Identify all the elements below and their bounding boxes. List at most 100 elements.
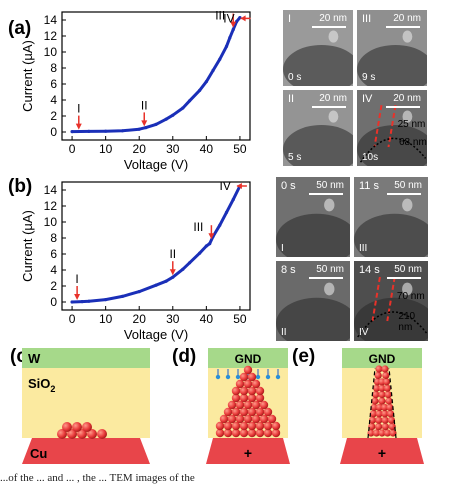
particle (82, 422, 92, 432)
chart-b-data-point (164, 279, 168, 283)
particle (372, 429, 381, 437)
tem-b-tile: 14 s 50 nm IV 70 nm 210 nm (354, 261, 428, 341)
chart-b-xtick-label: 50 (233, 312, 247, 326)
particle (375, 423, 383, 431)
particle (231, 421, 241, 431)
particle (67, 429, 77, 439)
chart-a-annotation-label: III (215, 9, 225, 23)
particle (57, 429, 67, 439)
tem-b-label-tl: 0 s (281, 180, 296, 192)
chart-a-data-point (228, 36, 232, 40)
tem-a-scale-label: 20 nm (393, 13, 421, 24)
particle (369, 416, 377, 424)
particle (231, 393, 241, 403)
tem-b-label-bl: IV (359, 327, 369, 338)
particle (247, 407, 257, 417)
tem-a-texture (357, 105, 427, 166)
particle (381, 365, 389, 373)
particle (239, 386, 249, 396)
chart-a-data-point (164, 117, 168, 121)
chart-a-annotation-arrowhead (230, 21, 237, 28)
particle (373, 384, 381, 392)
tem-a-scale-bar (312, 106, 346, 108)
tem-b-measure-2: 210 nm (398, 310, 416, 333)
tem-b-label-tl: 8 s (281, 264, 296, 276)
chart-a-series-line (72, 16, 242, 134)
tem-b-particle-blob (402, 198, 413, 212)
tem-b-scale-label: 50 nm (394, 180, 422, 191)
particle (387, 410, 395, 418)
particles-c (57, 422, 107, 439)
particle (215, 421, 225, 431)
chart-b-xtick-label: 10 (99, 312, 113, 326)
particle (72, 422, 82, 432)
electron (225, 374, 231, 380)
particle (239, 407, 249, 417)
particle (251, 414, 261, 424)
tem-a-label-tl: I (288, 13, 292, 25)
particle (370, 403, 378, 411)
tem-b-tile: 8 s 50 nm II (276, 261, 350, 341)
particle (374, 371, 382, 379)
tem-b-dark-region (354, 297, 428, 341)
particle (223, 428, 233, 438)
particle (247, 393, 257, 403)
chart-a-ytick-label: 14 (44, 13, 58, 27)
chart-a-data-point (104, 129, 108, 133)
particle (368, 423, 376, 431)
schematic-panels: W SiO2 Cu GND + GND + (22, 348, 424, 464)
tem-a-label-tl: III (362, 13, 372, 25)
particle (255, 407, 265, 417)
particle (219, 414, 229, 424)
tem-b-scale-bar (309, 193, 343, 195)
tem-b-measure-1: 70 nm (396, 291, 425, 303)
particle (227, 400, 237, 410)
particle (381, 416, 389, 424)
tem-b-tile: 11 s 50 nm III (354, 177, 428, 257)
tem-b-texture (276, 198, 350, 257)
chart-b-annotation-label: III (193, 220, 203, 234)
filament-outline-left (367, 367, 376, 439)
chart-a-annotation-label: IV (223, 11, 234, 25)
particle (263, 421, 273, 431)
particle (255, 421, 265, 431)
particle (382, 371, 390, 379)
particle (259, 400, 269, 410)
particle (372, 391, 380, 399)
chart-b-data-point (171, 275, 175, 279)
particle (386, 403, 394, 411)
tem-a-particle-blob (328, 30, 339, 43)
particle (215, 428, 225, 438)
chart-a-data-point (181, 106, 185, 110)
particle (271, 421, 281, 431)
particle (263, 407, 273, 417)
electron (255, 374, 261, 380)
tem-a-scale-label: 20 nm (393, 93, 421, 104)
tem-a-measure-line (373, 105, 383, 148)
label-plus-e: + (378, 445, 386, 461)
chart-b-xtick-label: 0 (69, 312, 76, 326)
particles-d (215, 365, 281, 438)
chart-a-data-point (171, 113, 175, 117)
chart-b-xtick-label: 40 (200, 312, 214, 326)
particle (378, 391, 386, 399)
chart-b-ytick-label: 4 (50, 263, 57, 277)
chart-b-xtick-label: 20 (133, 312, 147, 326)
chart-a-annotation-label: II (141, 98, 148, 112)
chart-a-ytick-label: 6 (50, 77, 57, 91)
chart-a-data-point (120, 129, 125, 133)
particle (369, 410, 377, 418)
particle (387, 416, 395, 424)
particle (247, 372, 257, 382)
particle (381, 423, 389, 431)
particle (389, 429, 397, 437)
chart-a-xlabel: Voltage (V) (124, 157, 188, 172)
bottom-electrode-e (340, 438, 424, 464)
tem-a-dark-region (283, 44, 353, 86)
tem-a-label-bl: 10s (362, 152, 379, 163)
tem-a-measure-1: 25 nm (397, 118, 426, 130)
chart-b-data-point (104, 298, 108, 302)
electron (215, 374, 221, 380)
particle (243, 414, 253, 424)
chart-b-frame (61, 181, 251, 311)
